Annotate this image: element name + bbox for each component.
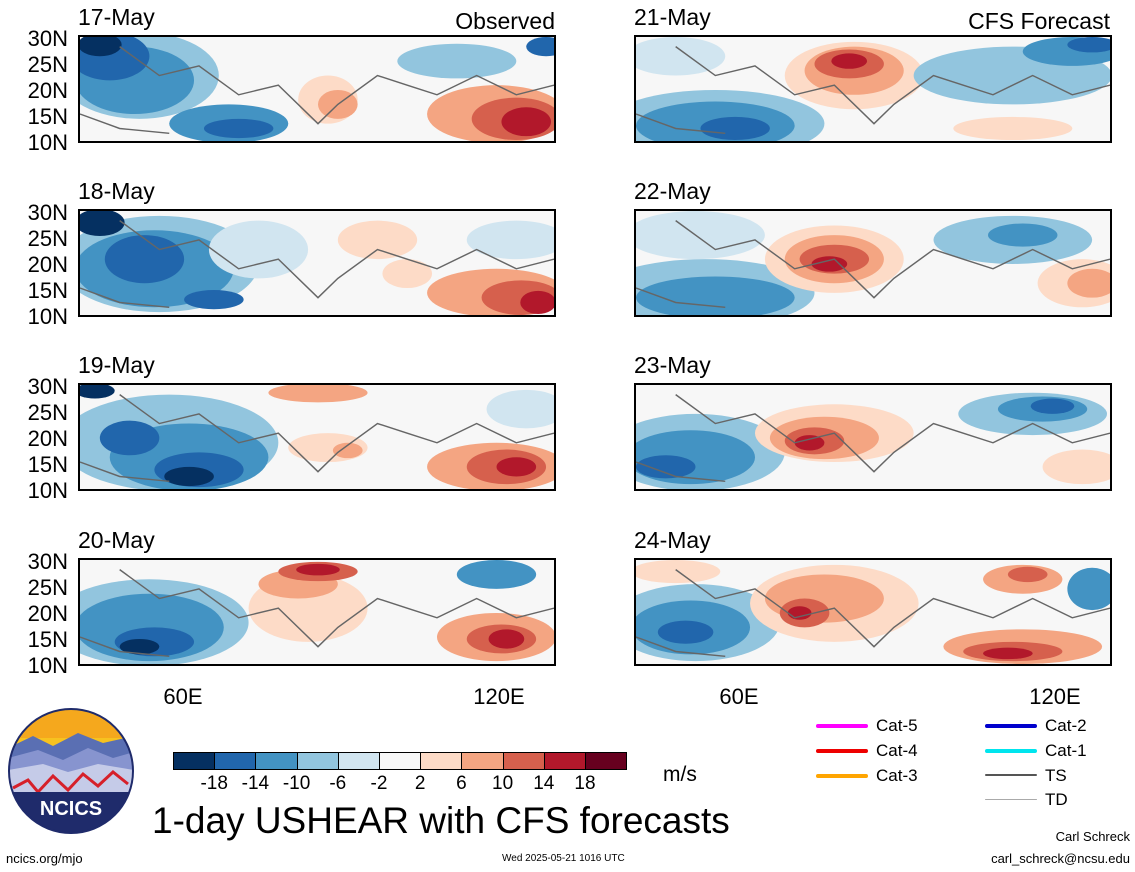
lon-label: 120E xyxy=(473,684,525,709)
author-name: Carl Schreck xyxy=(1055,829,1130,844)
panel-date-18-may: 18-May xyxy=(78,178,155,204)
lat-label: 15N xyxy=(27,104,68,129)
map-panel xyxy=(78,35,556,143)
td-swatch xyxy=(985,799,1037,800)
colorbar-swatch xyxy=(173,752,216,770)
panel-date-23-may: 23-May xyxy=(634,352,711,378)
lat-label: 20N xyxy=(27,252,68,277)
legend-label: TS xyxy=(1045,766,1067,785)
colorbar-tick-label: -14 xyxy=(241,773,270,794)
lat-label: 15N xyxy=(27,452,68,477)
colorbar-swatch xyxy=(543,752,586,770)
lat-label: 30N xyxy=(27,374,68,399)
lat-label: 10N xyxy=(27,130,68,155)
colorbar-tick-label: 10 xyxy=(492,773,514,794)
colorbar-tick-label: 14 xyxy=(533,773,555,794)
ts-swatch xyxy=(985,774,1037,776)
colorbar-tick-label: 2 xyxy=(414,773,426,794)
lat-label: 25N xyxy=(27,400,68,425)
lat-label: 30N xyxy=(27,549,68,574)
colorbar-swatch xyxy=(379,752,422,770)
colorbar-tick-label: -18 xyxy=(200,773,228,794)
legend-label: Cat-2 xyxy=(1045,716,1087,735)
lat-label: 10N xyxy=(27,304,68,329)
lat-label: 25N xyxy=(27,226,68,251)
cat1-swatch xyxy=(985,749,1037,753)
legend-label: Cat-1 xyxy=(1045,741,1087,760)
colorbar-swatch xyxy=(585,752,628,770)
lat-label: 10N xyxy=(27,478,68,503)
lat-label: 25N xyxy=(27,52,68,77)
colorbar-tick-label: -2 xyxy=(370,773,388,794)
legend-label: Cat-3 xyxy=(876,766,918,785)
colorbar-swatch xyxy=(337,752,380,770)
colorbar-swatch xyxy=(461,752,504,770)
map-panel xyxy=(634,558,1112,666)
lat-label: 10N xyxy=(27,653,68,678)
panel-date-19-may: 19-May xyxy=(78,352,155,378)
panel-date-24-may: 24-May xyxy=(634,527,711,553)
colorbar-tick-label: -10 xyxy=(282,773,311,794)
timestamp: Wed 2025-05-21 1016 UTC xyxy=(502,853,625,864)
colorbar-swatch xyxy=(296,752,339,770)
map-panel xyxy=(634,209,1112,317)
legend-label: Cat-4 xyxy=(876,741,918,760)
colorbar-tick-label: -6 xyxy=(329,773,347,794)
lat-label: 30N xyxy=(27,26,68,51)
cat5-swatch xyxy=(816,724,868,728)
website-text: ncics.org/mjo xyxy=(6,851,83,866)
observed-label: Observed xyxy=(455,8,555,34)
colorbar-units: m/s xyxy=(663,763,697,786)
map-panel xyxy=(634,383,1112,491)
lat-label: 25N xyxy=(27,575,68,600)
cfs-forecast-label: CFS Forecast xyxy=(968,8,1110,34)
colorbar-tick-label: 18 xyxy=(574,773,596,794)
colorbar-swatch xyxy=(502,752,545,770)
lat-label: 20N xyxy=(27,426,68,451)
colorbar-swatch xyxy=(255,752,298,770)
lon-label: 60E xyxy=(719,684,759,709)
author-email: carl_schreck@ncsu.edu xyxy=(991,851,1130,866)
lat-label: 15N xyxy=(27,627,68,652)
panel-date-22-may: 22-May xyxy=(634,178,711,204)
map-panel xyxy=(78,209,556,317)
lat-label: 30N xyxy=(27,200,68,225)
legend-label: Cat-5 xyxy=(876,716,918,735)
lat-label: 15N xyxy=(27,278,68,303)
lon-label: 60E xyxy=(163,684,203,709)
logo-text: NCICS xyxy=(40,798,102,820)
colorbar-swatch xyxy=(420,752,463,770)
colorbar-swatch xyxy=(214,752,257,770)
lon-label: 120E xyxy=(1029,684,1081,709)
map-panel xyxy=(634,35,1112,143)
panel-date-20-may: 20-May xyxy=(78,527,155,553)
lat-label: 20N xyxy=(27,601,68,626)
ncics-logo: NCICS xyxy=(8,708,134,834)
cat2-swatch xyxy=(985,724,1037,728)
cat3-swatch xyxy=(816,774,868,778)
map-panel xyxy=(78,558,556,666)
figure-title: 1-day USHEAR with CFS forecasts xyxy=(152,800,730,841)
cat4-swatch xyxy=(816,749,868,753)
map-panel xyxy=(78,383,556,491)
panel-date-21-may: 21-May xyxy=(634,4,711,30)
lat-label: 20N xyxy=(27,78,68,103)
legend-label: TD xyxy=(1045,790,1068,809)
panel-date-17-may: 17-May xyxy=(78,4,155,30)
colorbar-tick-label: 6 xyxy=(456,773,467,794)
